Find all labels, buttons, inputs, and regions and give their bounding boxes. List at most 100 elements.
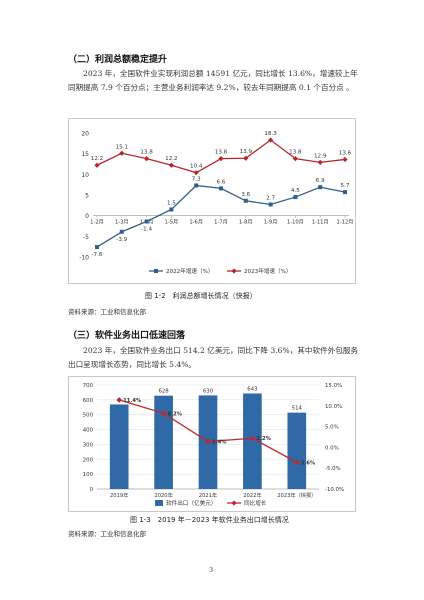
section-heading-export: （三）软件业务出口低速回落 — [68, 331, 186, 341]
series-marker-2022 — [194, 183, 199, 188]
y-left-tick-label: 500 — [83, 413, 94, 419]
data-label: 13.8 — [140, 150, 153, 156]
data-label: -3.9 — [116, 237, 127, 243]
data-label: 13.9 — [240, 149, 253, 155]
bar-value-label: 643 — [247, 386, 257, 392]
series-marker-2023 — [168, 162, 174, 168]
figure1-source: 资料来源：工业和信息化部 — [68, 308, 146, 316]
x-tick-label: 1-3月 — [115, 219, 129, 226]
legend-marker — [231, 268, 237, 274]
data-label: 7.3 — [192, 176, 201, 182]
x-tick-label: 1-12月 — [337, 219, 354, 226]
series-marker-2022 — [318, 185, 323, 190]
y-left-tick-label: 700 — [83, 383, 94, 389]
figure1-caption: 图 1-2 利润总额增长情况（快报） — [145, 292, 257, 300]
data-label: 13.6 — [339, 150, 352, 156]
legend-label: 软件出口（亿美元） — [166, 499, 216, 507]
series-marker-2022 — [343, 190, 347, 195]
y-right-tick-label: 5.0% — [325, 425, 339, 431]
export-paragraph: 2023 年，全国软件业务出口 514.2 亿美元，同比下降 3.6%，其中软件… — [68, 344, 364, 372]
y-tick-label: 20 — [81, 131, 89, 138]
bar-value-label: 514 — [292, 406, 303, 412]
growth-marker — [249, 435, 256, 442]
profit-growth-chart: -10-5051015201-2月1-3月1-4月1-5月1-6月1-7月1-8… — [68, 118, 356, 284]
y-tick-label: 15 — [81, 151, 89, 158]
bar-value-label: 630 — [203, 388, 214, 394]
x-tick-label: 1-5月 — [165, 219, 179, 226]
y-right-tick-label: 15.0% — [325, 383, 342, 389]
figure2-caption: 图 1-3 2019 年－2023 年软件业务出口增长情况 — [130, 516, 289, 524]
x-tick-label: 2020年 — [154, 491, 172, 499]
series-marker-2022 — [268, 202, 273, 207]
y-left-tick-label: 400 — [83, 428, 94, 434]
data-label: 12.2 — [91, 156, 103, 162]
series-marker-2023 — [94, 162, 100, 168]
series-marker-2022 — [119, 229, 124, 234]
data-label: 3.6 — [241, 192, 250, 198]
y-tick-label: 10 — [81, 172, 89, 179]
data-label: -1.4 — [141, 226, 152, 232]
export-growth-chart-svg: 0 100 200 300 400 500 600 700 -10.0% -5.0% 0.0% 5.0… — [83, 383, 344, 507]
profit-paragraph-text: 2023 年，全国软件业实现利润总额 14591 亿元，同比增长 13.6%，增… — [68, 69, 358, 92]
data-label: 6.9 — [316, 178, 325, 184]
export-bar — [154, 395, 173, 489]
export-growth-chart: 0 100 200 300 400 500 600 700 -10.0% -5.0% 0.0% 5.0… — [68, 376, 356, 512]
page-number: 3 — [209, 566, 214, 574]
series-marker-2022 — [219, 186, 223, 191]
export-paragraph-text: 2023 年，全国软件业务出口 514.2 亿美元，同比下降 3.6%，其中软件… — [68, 346, 359, 369]
x-tick-label: 2021年 — [199, 491, 217, 499]
y-tick-label: 5 — [85, 193, 89, 200]
legend-label: 同比增长 — [244, 499, 267, 507]
data-label: 18.3 — [264, 131, 277, 137]
y-right-tick-label: 0.0% — [325, 445, 339, 451]
data-label: 1.5 — [167, 200, 176, 206]
series-marker-2023 — [119, 150, 125, 156]
x-tick-label: 2019年 — [110, 491, 128, 499]
growth-label: 8.2% — [168, 411, 183, 417]
y-tick-label: 0 — [85, 213, 89, 220]
data-label: 12.2 — [165, 156, 177, 162]
legend-bar-swatch — [155, 500, 163, 506]
y-left-tick-label: 0 — [90, 487, 94, 493]
legend-marker — [154, 269, 158, 273]
data-label: 2.7 — [266, 196, 275, 202]
data-label: 12.9 — [314, 153, 327, 159]
growth-marker — [116, 397, 122, 403]
data-label: 4.5 — [291, 188, 300, 194]
y-tick-label: -10 — [79, 255, 89, 262]
growth-label: 2.2% — [256, 436, 271, 442]
profit-paragraph: 2023 年，全国软件业实现利润总额 14591 亿元，同比增长 13.6%，增… — [68, 67, 364, 95]
growth-label: 1.4% — [212, 440, 227, 446]
x-tick-label: 1-9月 — [264, 219, 278, 226]
export-bar — [243, 393, 262, 489]
y-left-tick-label: 200 — [83, 457, 94, 463]
bar-value-label: 628 — [158, 389, 169, 395]
y-tick-label: -5 — [83, 234, 89, 241]
growth-label: 11.4% — [123, 398, 142, 404]
x-tick-label: 1-10月 — [287, 219, 304, 226]
series-marker-2023 — [218, 156, 224, 162]
growth-label: 3.6% — [301, 460, 316, 466]
legend-label: 2023年增速（%） — [244, 267, 292, 275]
x-tick-label: 1-6月 — [189, 219, 203, 226]
series-marker-2023 — [342, 156, 348, 163]
series-marker-2023 — [193, 170, 199, 176]
figure2-source: 资料来源：工业和信息化部 — [68, 530, 146, 538]
y-left-tick-label: 600 — [83, 398, 94, 404]
series-marker-2022 — [169, 207, 174, 212]
x-tick-label: 2023年（快报） — [277, 491, 316, 499]
data-label: 13.8 — [215, 150, 228, 156]
section-heading-profit: （二）利润总额稳定提升 — [68, 55, 168, 65]
y-left-tick-label: 300 — [83, 442, 94, 448]
x-tick-label: 2022年 — [243, 491, 261, 499]
data-label: 6.6 — [217, 179, 226, 185]
series-marker-2022 — [144, 219, 149, 224]
x-tick-label: 1-11月 — [312, 219, 329, 226]
series-marker-2023 — [317, 159, 323, 165]
series-marker-2022 — [95, 245, 99, 250]
y-right-tick-label: -10.0% — [325, 487, 344, 493]
series-marker-2022 — [293, 195, 298, 200]
data-label: 10.4 — [190, 164, 203, 170]
data-label: -7.6 — [92, 252, 103, 258]
x-tick-label: 1-7月 — [214, 219, 228, 226]
